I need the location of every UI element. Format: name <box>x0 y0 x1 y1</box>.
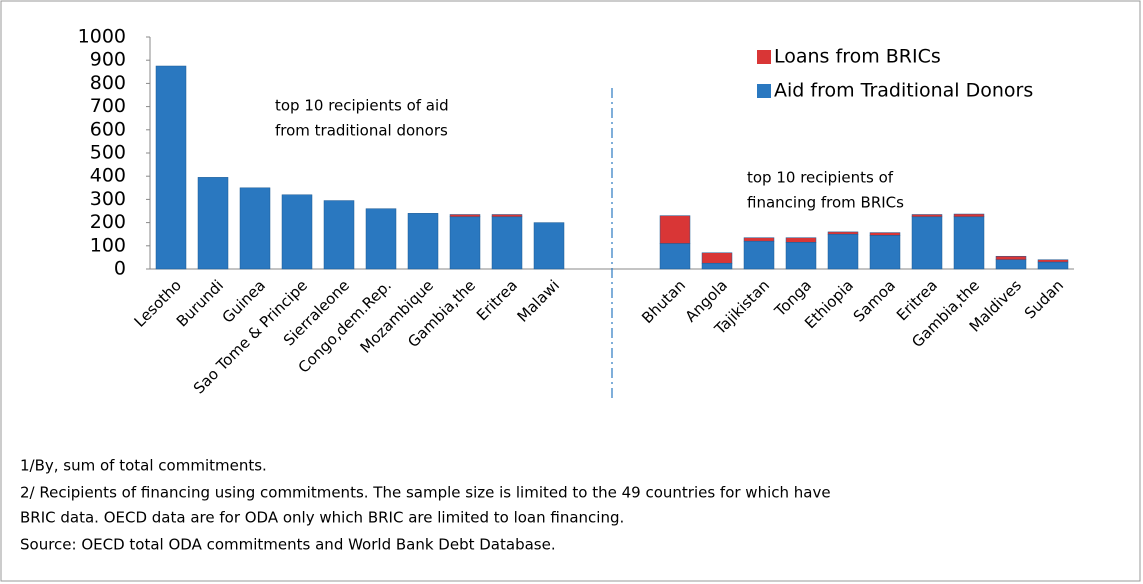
y-tick-label: 200 <box>90 211 126 233</box>
bar-segment <box>827 233 859 270</box>
y-tick-label: 600 <box>90 118 126 140</box>
note: 2/ Recipients of financing using commitm… <box>20 484 831 502</box>
y-tick-label: 0 <box>114 258 126 280</box>
y-tick-label: 500 <box>90 142 126 164</box>
note: BRIC data. OECD data are for ODA only wh… <box>20 509 624 527</box>
bar-segment <box>785 242 817 270</box>
annotation: top 10 recipients of <box>747 169 894 187</box>
y-tick-label: 100 <box>90 234 126 256</box>
bar-segment <box>449 214 481 218</box>
bar-segment <box>743 240 775 270</box>
note: Source: OECD total ODA commitments and W… <box>20 536 556 554</box>
legend-label: Loans from BRICs <box>774 46 941 68</box>
annotation: from traditional donors <box>275 122 448 140</box>
bar-segment <box>701 262 733 270</box>
bar-segment <box>533 222 565 270</box>
y-tick-label: 900 <box>90 49 126 71</box>
y-tick-label: 300 <box>90 188 126 210</box>
bar-segment <box>953 216 985 270</box>
note: 1/By, sum of total commitments. <box>20 457 267 475</box>
bar-segment <box>701 252 733 264</box>
bar-segment <box>281 194 313 270</box>
bar-segment <box>869 235 901 270</box>
y-tick-label: 1000 <box>78 26 126 48</box>
bar-segment <box>491 214 523 218</box>
legend-swatch <box>757 84 771 98</box>
bar-segment <box>1037 259 1069 263</box>
y-tick-label: 400 <box>90 165 126 187</box>
bar-segment <box>911 216 943 270</box>
bar-segment <box>911 214 943 218</box>
bar-segment <box>743 237 775 242</box>
bar-segment <box>827 231 859 235</box>
bar-segment <box>659 243 691 270</box>
annotation: top 10 recipients of aid <box>275 97 449 115</box>
bar-segment <box>869 232 901 236</box>
bar-segment <box>155 65 187 270</box>
bar-segment <box>407 213 439 270</box>
bar-segment <box>953 213 985 218</box>
bar-segment <box>323 200 355 270</box>
bar-segment <box>785 237 817 243</box>
annotation: financing from BRICs <box>747 194 904 212</box>
legend-swatch <box>757 50 771 64</box>
bar-segment <box>491 216 523 270</box>
bar-segment <box>449 216 481 270</box>
bar-segment <box>1037 261 1069 270</box>
legend-label: Aid from Traditional Donors <box>774 80 1033 102</box>
bar-segment <box>197 177 229 270</box>
y-tick-label: 800 <box>90 72 126 94</box>
bar-segment <box>239 187 271 270</box>
y-tick-label: 700 <box>90 95 126 117</box>
bar-segment <box>659 215 691 244</box>
bar-segment <box>995 259 1027 270</box>
bar-segment <box>365 208 397 270</box>
bar-segment <box>995 255 1027 260</box>
